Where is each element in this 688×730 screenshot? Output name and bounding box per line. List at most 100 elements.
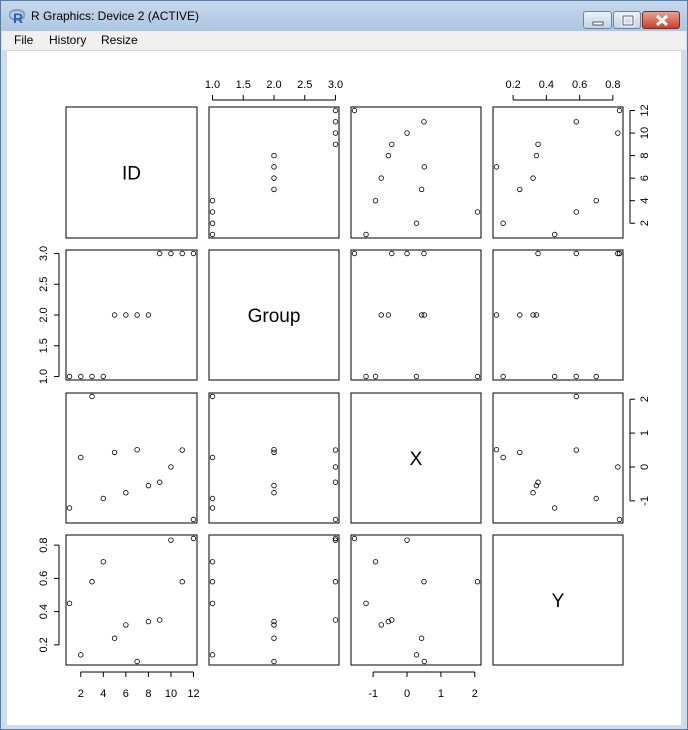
data-point-group-vs-y-12 [332, 535, 339, 542]
data-point-group-vs-id-5 [271, 186, 277, 193]
data-point-x-vs-id-2 [413, 220, 420, 226]
data-point-x-vs-id-3 [474, 209, 481, 215]
data-point-x-vs-y-8 [385, 618, 392, 625]
data-point-y-vs-x-11 [573, 447, 579, 453]
data-point-x-vs-group-1 [363, 373, 369, 380]
data-point-x-vs-group-8 [385, 312, 392, 318]
data-point-id-vs-y-3 [89, 579, 95, 585]
data-point-y-vs-x-6 [530, 490, 536, 496]
menu-history[interactable]: History [49, 33, 87, 47]
data-point-group-vs-id-12 [332, 107, 339, 114]
data-point-group-vs-x-4 [209, 495, 216, 502]
data-point-y-vs-id-10 [615, 130, 621, 136]
data-point-x-vs-id-4 [372, 197, 379, 204]
data-point-y-vs-group-6 [530, 312, 536, 318]
data-point-y-vs-x-7 [493, 446, 500, 453]
data-point-y-vs-group-8 [533, 312, 540, 318]
tick-label-id-10-vertical: 10 [639, 127, 651, 139]
panel-frame-r0-c1 [208, 106, 340, 239]
data-point-id-vs-group-12 [190, 250, 197, 257]
tick-label-x-1: 1 [438, 688, 444, 700]
tick-label-group-3-0: 3.0 [328, 79, 343, 91]
menu-resize[interactable]: Resize [101, 33, 138, 47]
panel-frame-r2-c3 [492, 392, 624, 524]
data-point-id-vs-y-10 [168, 537, 174, 543]
maximize-button[interactable] [613, 11, 641, 29]
data-point-x-vs-y-5 [418, 635, 425, 641]
tick-label-id-4-vertical: 4 [639, 198, 651, 204]
data-point-group-vs-y-1 [209, 600, 216, 607]
tick-label-id-2-vertical: 2 [639, 220, 651, 226]
data-point-y-vs-x-9 [535, 479, 541, 485]
data-point-id-vs-y-2 [78, 652, 84, 658]
data-point-y-vs-group-4 [593, 373, 599, 380]
tick-label-y-0-6: 0.6 [572, 79, 587, 91]
tick-label-x-2-vertical: 2 [639, 396, 651, 402]
variable-label-id: ID [122, 164, 141, 185]
data-point-group-vs-y-4 [209, 559, 216, 565]
tick-label-x--1: -1 [368, 688, 378, 700]
data-point-id-vs-group-2 [78, 373, 84, 380]
data-point-x-vs-y-2 [413, 652, 420, 658]
data-point-id-vs-x-8 [145, 482, 152, 489]
panel-frame-r1-c2 [350, 249, 482, 381]
data-point-group-vs-x-7 [271, 446, 277, 453]
data-point-x-vs-group-9 [389, 250, 395, 257]
data-point-x-vs-id-12 [351, 107, 358, 114]
data-point-id-vs-group-5 [111, 312, 118, 318]
data-point-id-vs-x-10 [168, 464, 174, 470]
data-point-x-vs-id-6 [378, 175, 384, 181]
data-point-y-vs-id-3 [573, 209, 579, 215]
data-point-id-vs-x-1 [66, 505, 73, 511]
data-point-x-vs-y-10 [404, 537, 410, 543]
menu-file[interactable]: File [14, 33, 34, 47]
data-point-group-vs-y-11 [332, 579, 339, 585]
data-point-x-vs-group-7 [421, 312, 428, 318]
data-point-id-vs-group-11 [179, 250, 185, 257]
minimize-button[interactable] [583, 11, 612, 29]
data-point-y-vs-x-12 [616, 516, 623, 523]
panel-frame-r1-c3 [492, 249, 624, 381]
tick-label-group-2-5-vertical: 2.5 [38, 277, 50, 292]
svg-text:R: R [13, 10, 23, 24]
data-point-id-vs-y-12 [190, 535, 197, 542]
tick-label-group-1-0: 1.0 [205, 79, 220, 91]
data-point-group-vs-id-11 [332, 119, 339, 125]
tick-label-y-0-8-vertical: 0.8 [38, 538, 50, 553]
data-point-group-vs-id-4 [209, 197, 216, 204]
menu-bar: File History Resize [2, 31, 686, 51]
panel-frame-r2-c0 [65, 392, 198, 524]
data-point-y-vs-group-2 [500, 373, 506, 380]
tick-label-x-1-vertical: 1 [639, 430, 651, 436]
data-point-y-vs-x-10 [615, 464, 621, 470]
data-point-id-vs-y-4 [100, 559, 107, 565]
tick-label-group-1-0-vertical: 1.0 [38, 369, 50, 384]
data-point-group-vs-id-1 [209, 231, 216, 238]
tick-label-id-6-vertical: 6 [639, 175, 651, 181]
data-point-id-vs-y-6 [123, 622, 129, 628]
tick-label-id-12-vertical: 12 [639, 104, 651, 116]
tick-label-id-2: 2 [78, 688, 84, 700]
data-point-x-vs-group-10 [404, 250, 410, 257]
data-point-y-vs-group-10 [615, 250, 621, 257]
data-point-group-vs-x-2 [209, 454, 216, 461]
data-point-id-vs-y-8 [145, 618, 152, 625]
data-point-y-vs-id-8 [533, 152, 540, 159]
panel-frame-r0-c3 [492, 106, 624, 239]
data-point-id-vs-group-8 [145, 312, 152, 318]
data-point-group-vs-y-10 [332, 537, 339, 543]
data-point-y-vs-id-11 [573, 119, 579, 125]
data-point-y-vs-id-9 [535, 141, 541, 148]
data-point-group-vs-y-2 [209, 652, 216, 658]
data-point-y-vs-id-2 [500, 220, 506, 226]
data-point-x-vs-group-6 [378, 312, 384, 318]
data-point-id-vs-y-7 [134, 658, 140, 665]
data-point-id-vs-x-12 [190, 516, 197, 523]
data-point-group-vs-x-1 [209, 505, 216, 511]
close-button[interactable] [642, 11, 680, 29]
data-point-y-vs-x-8 [533, 482, 540, 489]
data-point-group-vs-x-6 [271, 490, 277, 496]
title-bar[interactable]: R R Graphics: Device 2 (ACTIVE) [1, 1, 687, 31]
data-point-y-vs-id-7 [493, 164, 500, 170]
